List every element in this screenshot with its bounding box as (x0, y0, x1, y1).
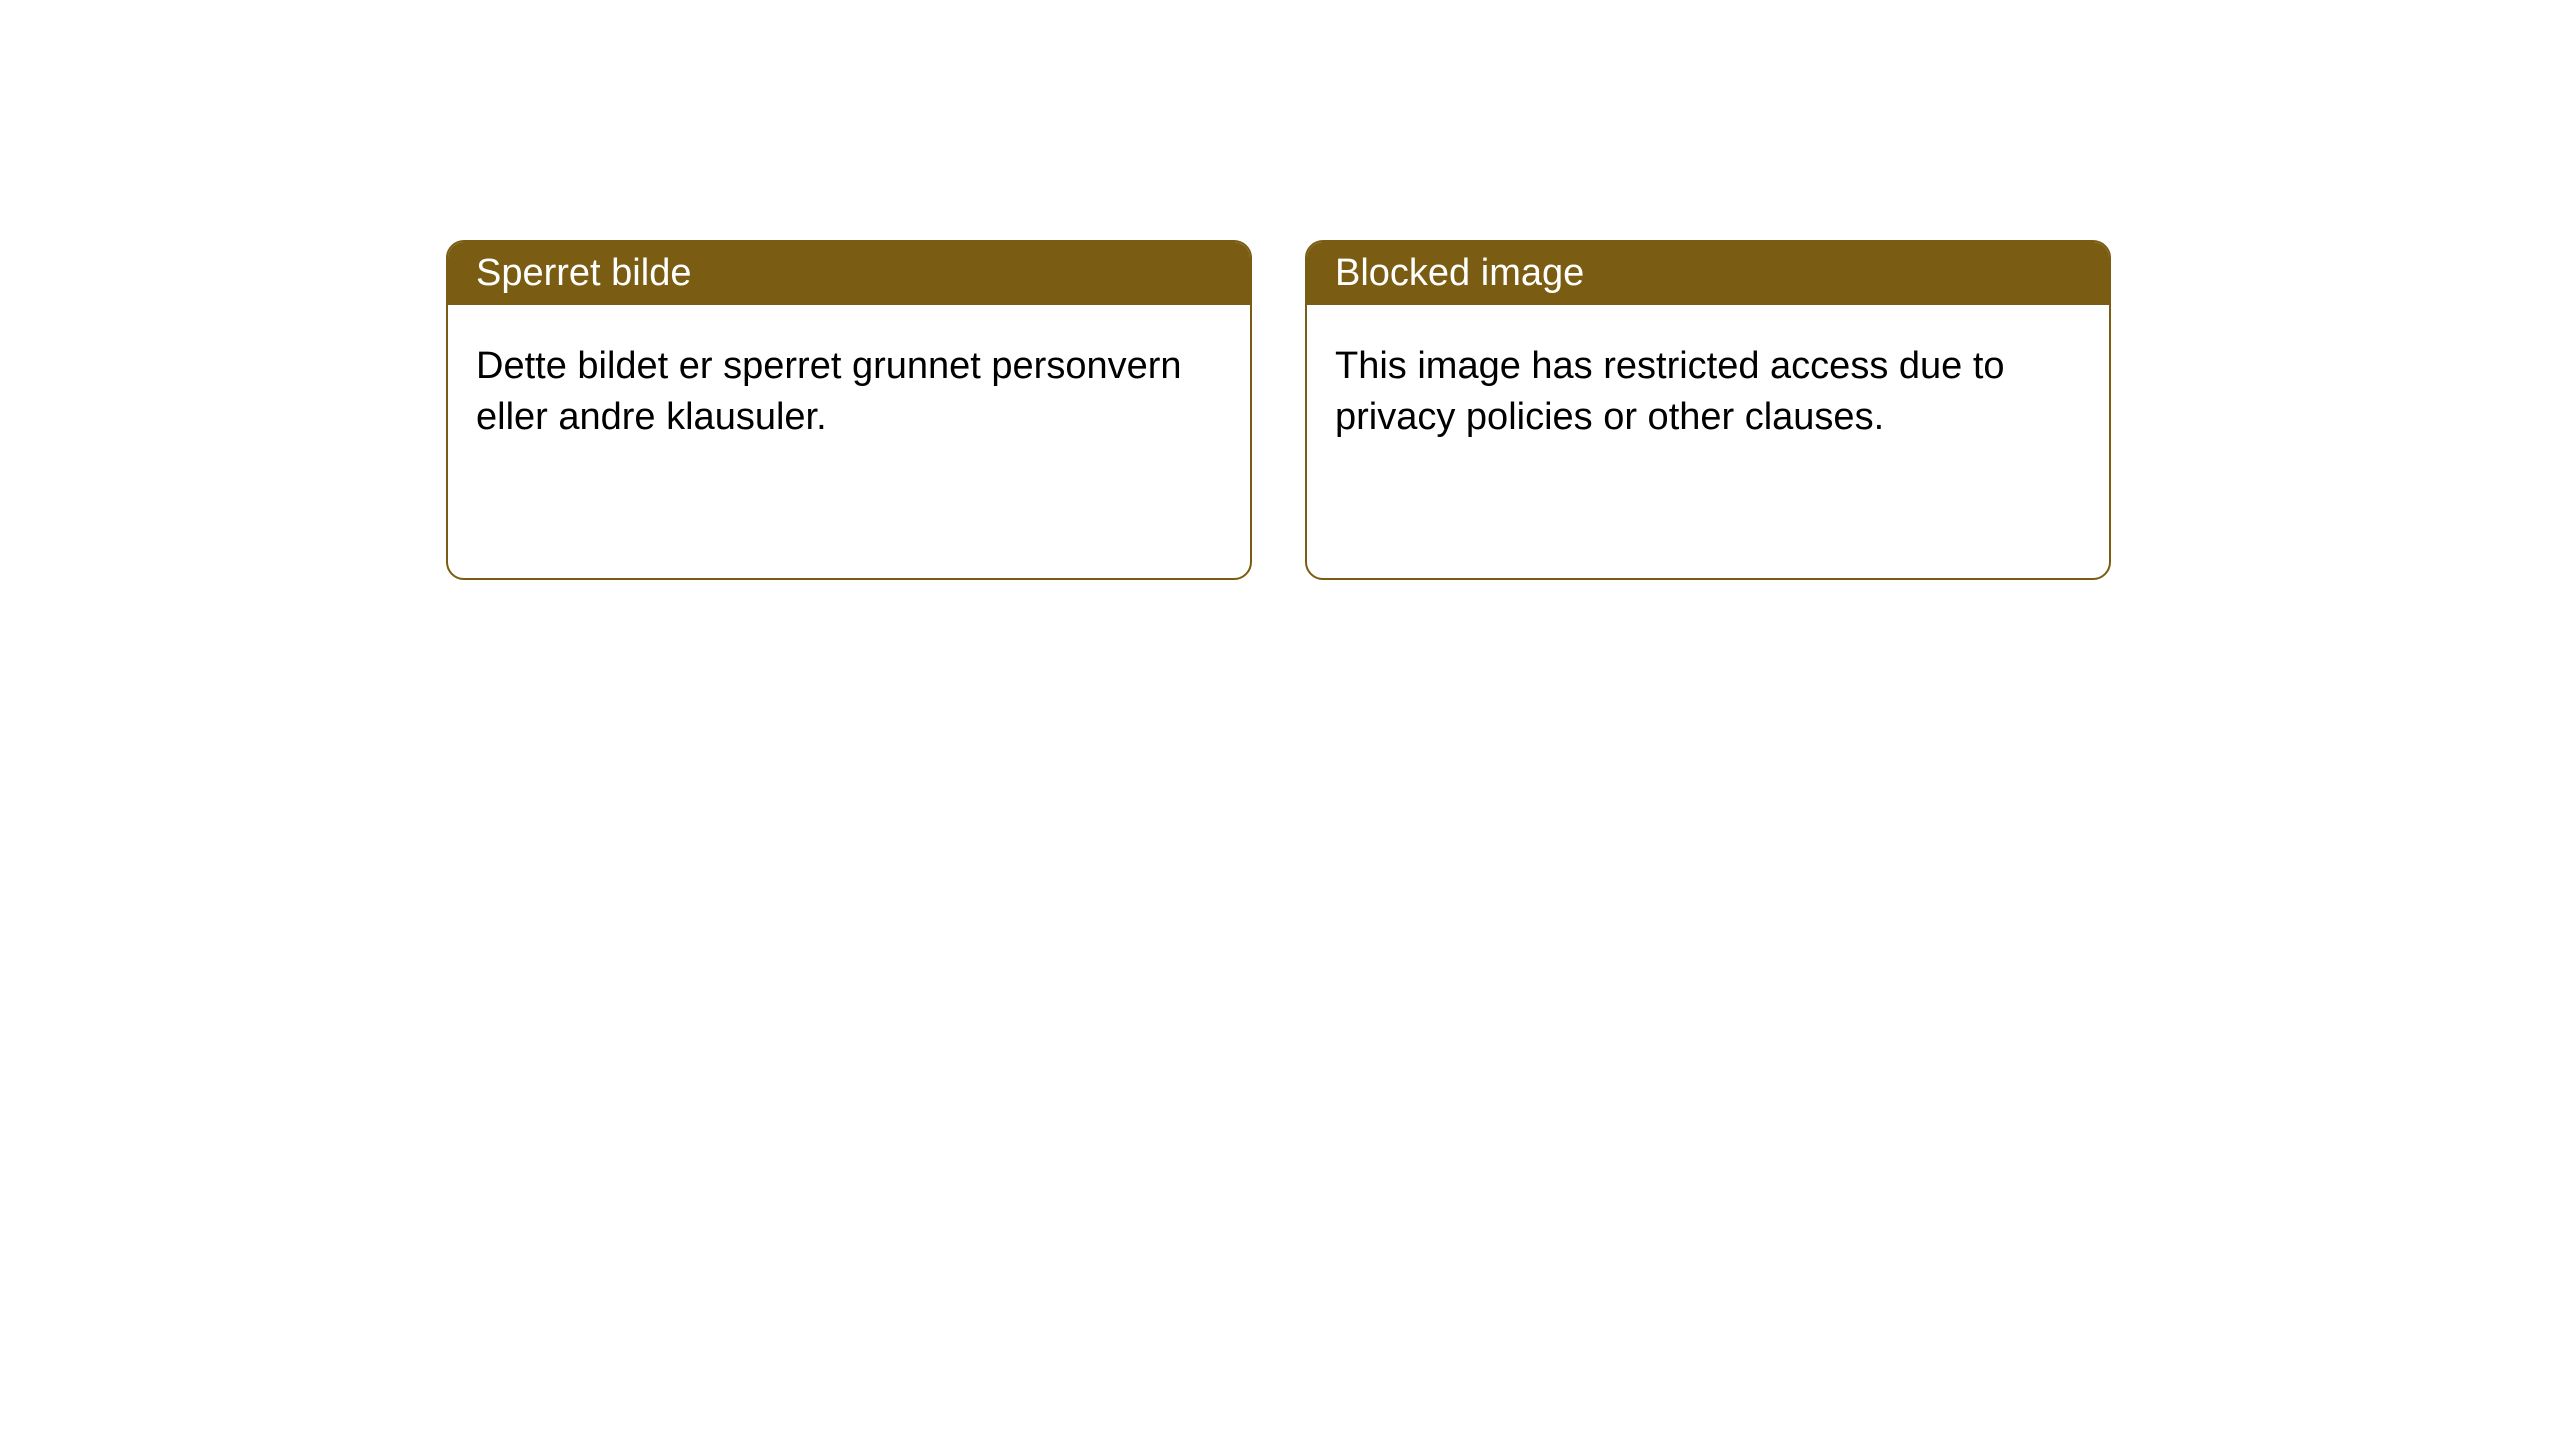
notice-title-english: Blocked image (1307, 242, 2109, 305)
notice-title-norwegian: Sperret bilde (448, 242, 1250, 305)
notice-card-english: Blocked image This image has restricted … (1305, 240, 2111, 580)
notice-body-norwegian: Dette bildet er sperret grunnet personve… (448, 305, 1250, 480)
notice-container: Sperret bilde Dette bildet er sperret gr… (0, 0, 2560, 580)
notice-body-english: This image has restricted access due to … (1307, 305, 2109, 480)
notice-card-norwegian: Sperret bilde Dette bildet er sperret gr… (446, 240, 1252, 580)
